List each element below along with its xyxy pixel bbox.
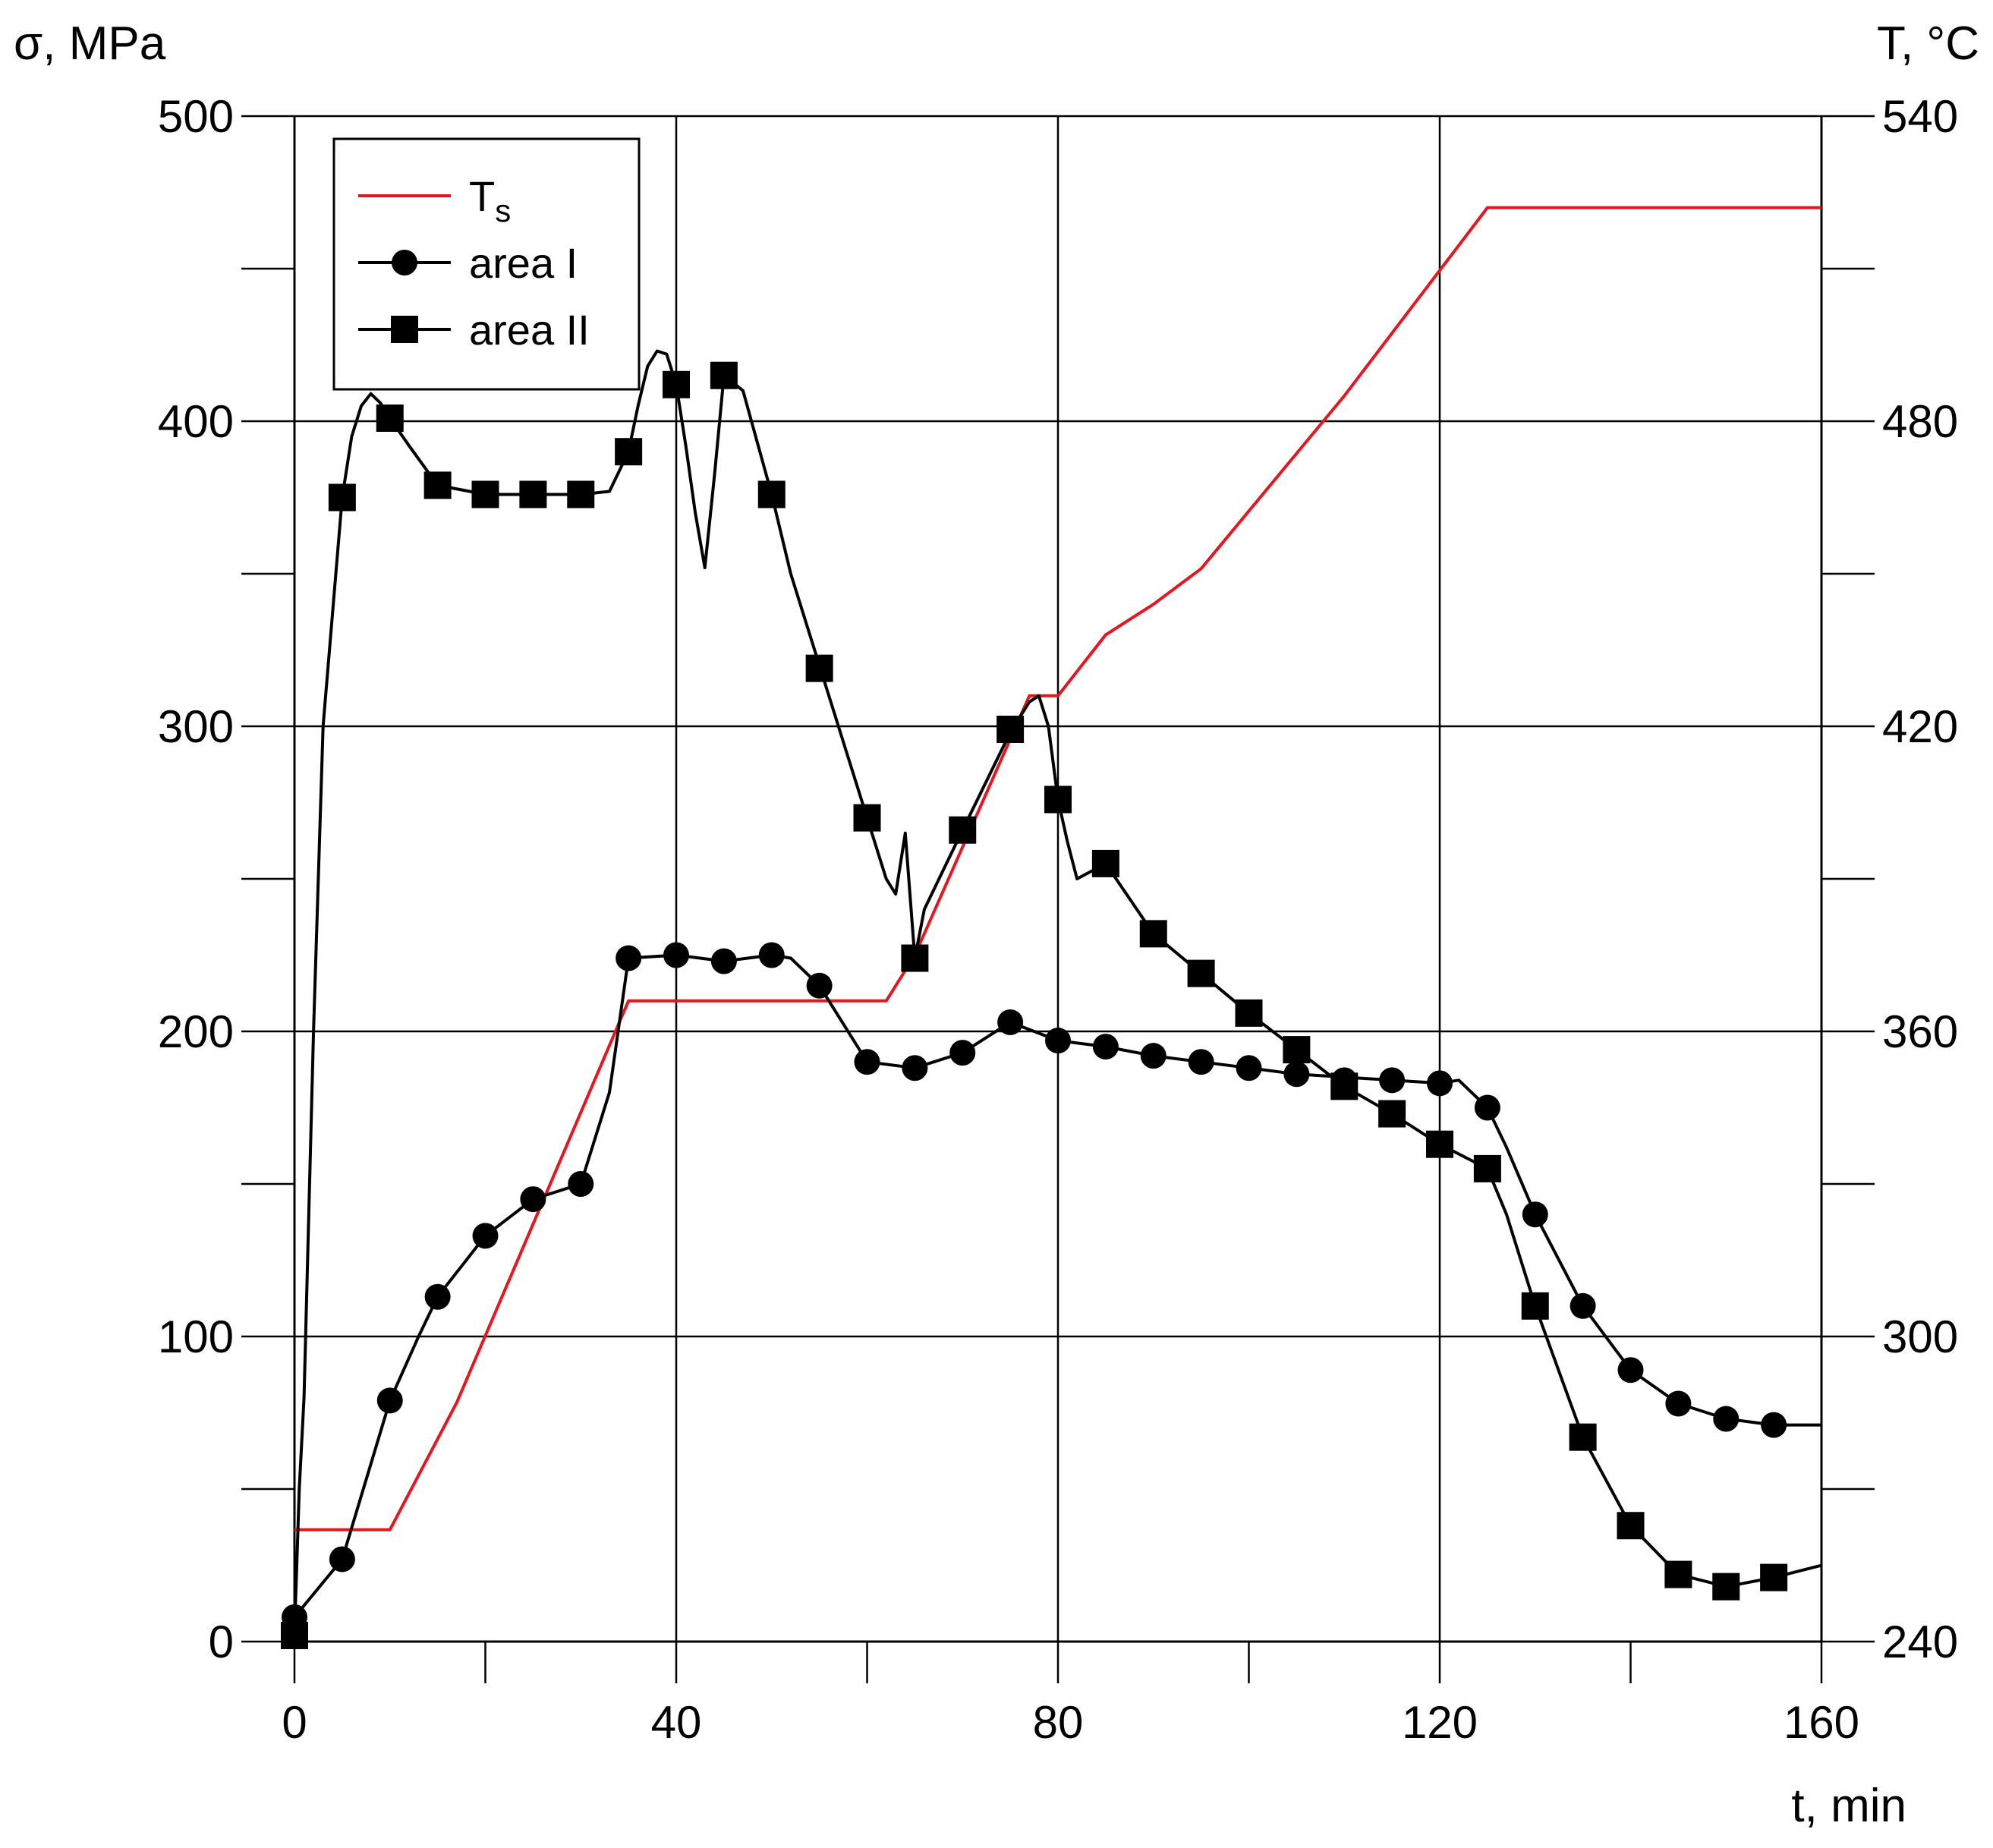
data-point-area-ii xyxy=(1139,920,1167,948)
data-point-area-ii xyxy=(1617,1512,1645,1540)
legend-marker-circle xyxy=(392,250,417,275)
legend-marker-square xyxy=(391,316,418,343)
y-left-tick-label: 300 xyxy=(158,701,234,752)
data-point-area-ii xyxy=(1712,1573,1740,1601)
data-point-area-ii xyxy=(423,471,452,499)
y-right-tick-label: 420 xyxy=(1882,701,1958,752)
legend-label: Ts xyxy=(469,172,511,228)
y-left-tick-label: 400 xyxy=(158,396,234,447)
legend-label: area II xyxy=(469,306,590,354)
data-point-area-ii xyxy=(376,404,404,432)
data-point-area-i xyxy=(1665,1390,1692,1417)
data-point-area-i xyxy=(1188,1049,1214,1075)
data-point-area-ii xyxy=(1760,1563,1788,1591)
data-point-area-ii xyxy=(1044,785,1072,814)
data-point-area-ii xyxy=(1521,1292,1549,1320)
data-point-area-ii xyxy=(519,480,547,508)
data-point-area-ii xyxy=(949,816,977,844)
data-point-area-ii xyxy=(1283,1036,1311,1064)
data-point-area-ii xyxy=(710,361,738,389)
data-point-area-ii xyxy=(471,480,499,508)
y-right-axis-label: T, °C xyxy=(1877,17,1979,70)
data-point-area-i xyxy=(949,1040,976,1066)
y-left-tick-label: 500 xyxy=(158,91,234,142)
data-point-area-i xyxy=(1713,1406,1740,1432)
y-left-axis-label: σ, MPa xyxy=(14,17,166,70)
data-point-area-i xyxy=(616,945,642,971)
data-point-area-ii xyxy=(663,370,690,398)
data-point-area-i xyxy=(520,1186,546,1213)
data-point-area-i xyxy=(758,942,785,968)
data-point-area-ii xyxy=(997,716,1025,744)
data-point-area-ii xyxy=(1664,1560,1692,1588)
data-point-area-i xyxy=(329,1546,355,1573)
x-tick-label: 0 xyxy=(282,1697,307,1748)
y-right-tick-label: 540 xyxy=(1882,91,1958,142)
data-point-area-i xyxy=(1045,1028,1071,1054)
legend: Ts area I area II xyxy=(332,137,641,391)
data-point-area-ii xyxy=(805,654,833,682)
data-point-area-i xyxy=(1522,1201,1548,1228)
data-point-area-i xyxy=(1283,1061,1310,1088)
data-point-area-ii xyxy=(853,804,881,832)
data-point-area-ii xyxy=(567,480,595,508)
data-point-area-ii xyxy=(281,1621,308,1649)
data-point-area-ii xyxy=(1569,1423,1597,1451)
data-point-area-ii xyxy=(1330,1072,1359,1100)
data-point-area-i xyxy=(1236,1055,1262,1081)
y-right-tick-label: 240 xyxy=(1882,1617,1958,1667)
data-point-area-ii xyxy=(615,438,643,466)
series-line-area-ii xyxy=(293,349,1822,1636)
x-tick-label: 80 xyxy=(1033,1697,1084,1748)
x-axis-label: t, min xyxy=(1791,1780,1906,1832)
data-point-area-i xyxy=(806,972,833,999)
data-point-area-i xyxy=(1474,1094,1500,1121)
data-point-area-i xyxy=(1140,1043,1167,1069)
tick-labels: 0 100 200 300 400 500 240 300 360 420 480 540 0 40 80 1… xyxy=(158,91,1958,1748)
y-left-tick-label: 100 xyxy=(158,1311,234,1362)
series xyxy=(281,206,1822,1649)
data-point-area-i xyxy=(472,1223,499,1249)
data-point-area-i xyxy=(1092,1034,1119,1060)
data-point-area-i xyxy=(376,1387,403,1414)
data-point-area-ii xyxy=(901,944,929,972)
y-right-tick-label: 300 xyxy=(1882,1311,1958,1362)
data-point-area-i xyxy=(1570,1292,1596,1319)
data-point-area-i xyxy=(902,1055,928,1081)
data-point-area-ii xyxy=(1235,999,1263,1027)
data-point-area-ii xyxy=(1473,1154,1501,1182)
legend-label: area I xyxy=(469,239,578,287)
data-point-area-i xyxy=(568,1171,594,1197)
x-tick-label: 160 xyxy=(1784,1697,1859,1748)
legend-box xyxy=(332,137,641,391)
y-right-tick-label: 360 xyxy=(1882,1006,1958,1057)
data-point-area-ii xyxy=(1091,849,1119,877)
x-tick-label: 120 xyxy=(1402,1697,1478,1748)
data-point-area-i xyxy=(1427,1070,1453,1097)
data-point-area-ii xyxy=(1426,1130,1453,1158)
data-point-area-i xyxy=(854,1049,880,1075)
data-point-area-i xyxy=(1617,1357,1644,1384)
y-left-tick-label: 200 xyxy=(158,1006,234,1057)
data-point-area-ii xyxy=(757,480,786,508)
data-point-area-ii xyxy=(1187,959,1215,987)
data-point-area-i xyxy=(1761,1412,1787,1438)
data-point-area-ii xyxy=(1378,1100,1406,1128)
data-point-area-ii xyxy=(328,483,356,512)
tick-marks xyxy=(241,115,1875,1683)
data-point-area-i xyxy=(997,1009,1024,1035)
data-point-area-i xyxy=(710,948,737,974)
y-left-tick-label: 0 xyxy=(209,1617,234,1667)
x-tick-label: 40 xyxy=(651,1697,702,1748)
data-point-area-i xyxy=(424,1283,451,1310)
data-point-area-i xyxy=(663,942,689,968)
y-right-tick-label: 480 xyxy=(1882,396,1958,447)
series-line-ts xyxy=(294,206,1821,1532)
data-point-area-i xyxy=(1379,1067,1406,1094)
